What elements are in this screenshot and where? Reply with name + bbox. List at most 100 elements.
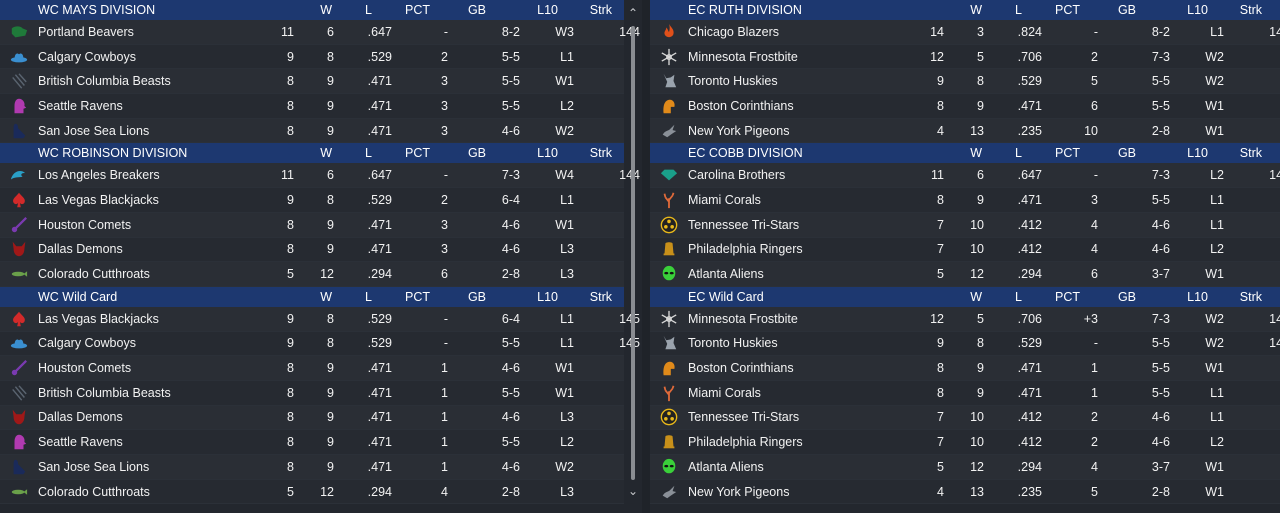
- col-header-w[interactable]: W: [320, 289, 332, 304]
- col-header-l10[interactable]: L10: [537, 146, 558, 161]
- col-header-l[interactable]: L: [365, 146, 372, 161]
- col-header-gb[interactable]: GB: [1117, 146, 1136, 161]
- col-header-w[interactable]: W: [320, 3, 332, 17]
- standings-scrollbar[interactable]: ⌃ ⌄: [624, 4, 642, 504]
- team-row[interactable]: Las Vegas Blackjacks 9 8.529-6-4 L1 145: [0, 306, 640, 332]
- team-name[interactable]: New York Pigeons: [688, 123, 790, 138]
- team-name[interactable]: Miami Corals: [688, 385, 761, 400]
- col-header-l[interactable]: L: [365, 3, 372, 17]
- team-row[interactable]: Atlanta Aliens 5 12 .294 4 3-7 W1: [650, 455, 1280, 480]
- team-row[interactable]: Minnesota Frostbite 12 5 .706 +3 7-3 W2 142: [650, 306, 1280, 332]
- team-row[interactable]: Toronto Huskies 9 8 .529 - 5-5 W2 145: [650, 331, 1280, 357]
- team-row[interactable]: Toronto Huskies 9 8 .529 5 5-5 W2: [650, 69, 1280, 95]
- team-name[interactable]: Philadelphia Ringers: [688, 435, 803, 450]
- col-header-mag[interactable]: Mag#: [1262, 290, 1280, 304]
- team-row[interactable]: Boston Corinthians 8 9 .471 6 5-5 W1: [650, 94, 1280, 119]
- team-row[interactable]: New York Pigeons 4 13 .235 10 2-8 W1: [650, 118, 1280, 144]
- team-row[interactable]: British Columbia Beasts 8 9 .471 1 5-5 W1: [0, 380, 624, 406]
- col-header-gb[interactable]: GB: [1117, 3, 1136, 17]
- team-row[interactable]: Dallas Demons 8 9 .471 1 4-6 L3: [0, 405, 624, 431]
- team-name[interactable]: Las Vegas Blackjacks: [38, 311, 159, 326]
- team-row[interactable]: Calgary Cowboys 9 8.529-5-5 L1 145: [0, 331, 640, 357]
- team-name[interactable]: Carolina Brothers: [688, 168, 786, 183]
- team-name[interactable]: Houston Comets: [38, 361, 132, 376]
- team-name[interactable]: Dallas Demons: [38, 242, 123, 257]
- team-name[interactable]: British Columbia Beasts: [38, 385, 171, 400]
- col-header-l10[interactable]: L10: [1187, 289, 1208, 304]
- team-name[interactable]: Boston Corinthians: [688, 361, 794, 376]
- col-header-l[interactable]: L: [1015, 3, 1022, 17]
- team-row[interactable]: Colorado Cutthroats 5 12 .294 6 2-8 L3: [0, 262, 624, 287]
- team-row[interactable]: Philadelphia Ringers 7 10 .412 4 4-6 L2: [650, 237, 1280, 263]
- team-row[interactable]: San Jose Sea Lions 8 9 .471 3 4-6 W2: [0, 118, 624, 144]
- col-header-gb[interactable]: GB: [1117, 289, 1136, 304]
- team-row[interactable]: Dallas Demons 8 9 .471 3 4-6 L3: [0, 237, 624, 263]
- team-row[interactable]: Chicago Blazers 14 3 .824 - 8-2 L1 144: [650, 20, 1280, 45]
- team-row[interactable]: Carolina Brothers 11 6 .647 - 7-3 L2 143: [650, 163, 1280, 189]
- col-header-l10[interactable]: L10: [537, 3, 558, 17]
- col-header-pct[interactable]: PCT: [405, 146, 430, 161]
- team-row[interactable]: Minnesota Frostbite 12 5 .706 2 7-3 W2: [650, 44, 1280, 70]
- team-name[interactable]: Calgary Cowboys: [38, 336, 136, 351]
- team-row[interactable]: Calgary Cowboys 9 8 .529 2 5-5 L1: [0, 44, 624, 70]
- team-name[interactable]: Miami Corals: [688, 192, 761, 207]
- team-row[interactable]: Portland Beavers 11 6.647-8-2 W3 144: [0, 20, 640, 45]
- team-row[interactable]: Atlanta Aliens 5 12 .294 6 3-7 W1: [650, 262, 1280, 287]
- col-header-l10[interactable]: L10: [1187, 146, 1208, 161]
- col-header-strk[interactable]: Strk: [589, 146, 612, 161]
- team-name[interactable]: Atlanta Aliens: [688, 267, 764, 282]
- col-header-w[interactable]: W: [970, 3, 982, 17]
- team-row[interactable]: Tennessee Tri-Stars 7 10 .412 4 4-6 L1: [650, 212, 1280, 238]
- team-row[interactable]: Tennessee Tri-Stars 7 10 .412 2 4-6 L1: [650, 405, 1280, 431]
- col-header-pct[interactable]: PCT: [405, 289, 430, 304]
- team-row[interactable]: British Columbia Beasts 8 9 .471 3 5-5 W1: [0, 69, 624, 95]
- team-row[interactable]: Miami Corals 8 9 .471 3 5-5 L1: [650, 188, 1280, 213]
- col-header-strk[interactable]: Strk: [589, 289, 612, 304]
- col-header-mag[interactable]: Mag#: [1262, 146, 1280, 160]
- col-header-gb[interactable]: GB: [467, 289, 486, 304]
- team-row[interactable]: Seattle Ravens 8 9 .471 1 5-5 L2: [0, 430, 624, 455]
- team-row[interactable]: Seattle Ravens 8 9 .471 3 5-5 L2: [0, 94, 624, 119]
- col-header-l10[interactable]: L10: [537, 289, 558, 304]
- col-header-strk[interactable]: Strk: [1239, 146, 1262, 161]
- col-header-l10[interactable]: L10: [1187, 3, 1208, 17]
- team-name[interactable]: Houston Comets: [38, 217, 132, 232]
- team-row[interactable]: New York Pigeons 4 13 .235 5 2-8 W1: [650, 479, 1280, 505]
- team-name[interactable]: Tennessee Tri-Stars: [688, 217, 800, 232]
- team-name[interactable]: San Jose Sea Lions: [38, 459, 150, 474]
- team-row[interactable]: Philadelphia Ringers 7 10 .412 2 4-6 L2: [650, 430, 1280, 455]
- col-header-l[interactable]: L: [365, 289, 372, 304]
- team-name[interactable]: Chicago Blazers: [688, 24, 780, 39]
- scrollbar-track[interactable]: [631, 26, 635, 480]
- team-row[interactable]: Houston Comets 8 9 .471 3 4-6 W1: [0, 212, 624, 238]
- team-name[interactable]: Dallas Demons: [38, 410, 123, 425]
- team-name[interactable]: Toronto Huskies: [688, 74, 778, 89]
- col-header-strk[interactable]: Strk: [1239, 3, 1262, 17]
- col-header-pct[interactable]: PCT: [1055, 289, 1080, 304]
- team-row[interactable]: Las Vegas Blackjacks 9 8 .529 2 6-4 L1: [0, 188, 624, 213]
- team-name[interactable]: Portland Beavers: [38, 24, 134, 39]
- col-header-w[interactable]: W: [320, 146, 332, 161]
- team-name[interactable]: Minnesota Frostbite: [688, 311, 798, 326]
- team-name[interactable]: Colorado Cutthroats: [38, 267, 150, 282]
- team-name[interactable]: New York Pigeons: [688, 484, 790, 499]
- col-header-pct[interactable]: PCT: [1055, 146, 1080, 161]
- col-header-strk[interactable]: Strk: [1239, 289, 1262, 304]
- team-row[interactable]: Houston Comets 8 9 .471 1 4-6 W1: [0, 356, 624, 381]
- col-header-gb[interactable]: GB: [467, 146, 486, 161]
- team-name[interactable]: San Jose Sea Lions: [38, 123, 150, 138]
- col-header-pct[interactable]: PCT: [405, 3, 430, 17]
- team-name[interactable]: Seattle Ravens: [38, 435, 123, 450]
- team-name[interactable]: British Columbia Beasts: [38, 74, 171, 89]
- col-header-gb[interactable]: GB: [467, 3, 486, 17]
- team-row[interactable]: San Jose Sea Lions 8 9 .471 1 4-6 W2: [0, 455, 624, 480]
- team-name[interactable]: Calgary Cowboys: [38, 49, 136, 64]
- team-name[interactable]: Boston Corinthians: [688, 98, 794, 113]
- col-header-strk[interactable]: Strk: [589, 3, 612, 17]
- team-row[interactable]: Los Angeles Breakers 11 6.647-7-3 W4 144: [0, 163, 640, 189]
- team-name[interactable]: Seattle Ravens: [38, 98, 123, 113]
- team-name[interactable]: Atlanta Aliens: [688, 459, 764, 474]
- team-row[interactable]: Boston Corinthians 8 9 .471 1 5-5 W1: [650, 356, 1280, 381]
- col-header-mag[interactable]: Mag#: [1262, 3, 1280, 17]
- team-name[interactable]: Philadelphia Ringers: [688, 242, 803, 257]
